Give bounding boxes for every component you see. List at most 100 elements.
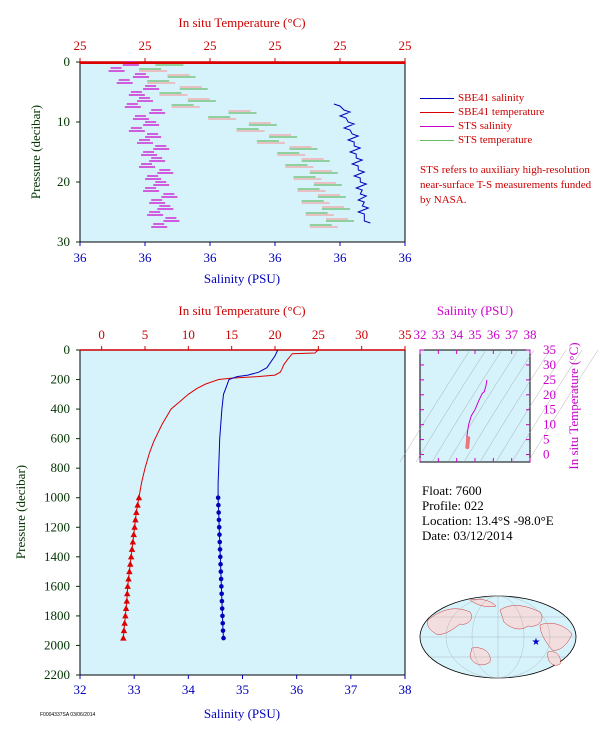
main-bottom-tick-label: 34 bbox=[182, 682, 196, 697]
legend-label: STS salinity bbox=[458, 120, 513, 132]
legend-item-sbe41-salinity: SBE41 salinity bbox=[420, 92, 524, 104]
top-panel-bottom-axis-label: Salinity (PSU) bbox=[204, 271, 280, 286]
ts-top-tick-label: 36 bbox=[487, 327, 501, 342]
top-panel-left-tick-label: 10 bbox=[57, 114, 70, 129]
temperature-marker bbox=[130, 531, 137, 538]
main-bottom-tick-label: 36 bbox=[290, 682, 304, 697]
ts-right-tick-label: 35 bbox=[543, 342, 556, 357]
main-bottom-tick-label: 35 bbox=[236, 682, 249, 697]
density-contour bbox=[511, 349, 583, 463]
temperature-marker bbox=[124, 582, 131, 589]
top-panel-left-tick-label: 20 bbox=[57, 174, 70, 189]
main-top-tick-label: 35 bbox=[399, 327, 412, 342]
temperature-marker bbox=[120, 627, 128, 634]
salinity-marker bbox=[220, 613, 225, 619]
map-land bbox=[427, 599, 573, 666]
main-left-axis-label: Pressure (decibar) bbox=[13, 465, 28, 559]
salinity-marker bbox=[218, 576, 224, 582]
legend-swatch bbox=[420, 125, 454, 127]
salinity-marker bbox=[215, 495, 221, 501]
info-date: Date: 03/12/2014 bbox=[422, 528, 513, 543]
main-left-tick-label: 2200 bbox=[44, 667, 70, 682]
top-panel-bottom-tick-label: 36 bbox=[399, 250, 413, 265]
main-plot-area bbox=[79, 349, 406, 676]
ts-top-tick-label: 38 bbox=[524, 327, 537, 342]
ts-top-tick-label: 37 bbox=[505, 327, 519, 342]
ts-top-axis-label: Salinity (PSU) bbox=[437, 303, 513, 318]
main-axes-group: 0 5 10 15 20 25 30 35 32 33 34 35 36 37 38 0 200 400 600 80… bbox=[44, 327, 412, 697]
ts-top-tick-label: 35 bbox=[469, 327, 482, 342]
salinity-marker bbox=[217, 547, 223, 552]
temperature-marker bbox=[129, 538, 137, 545]
ts-density-contours bbox=[399, 349, 599, 463]
top-plot-area bbox=[79, 61, 406, 243]
ts-right-tick-label: 15 bbox=[543, 402, 556, 417]
top-panel-top-tick-label: 25 bbox=[334, 38, 347, 53]
ts-right-tick-label: 10 bbox=[543, 417, 556, 432]
temperature-marker bbox=[135, 494, 143, 501]
temperature-marker bbox=[127, 560, 134, 567]
temperature-marker bbox=[122, 612, 129, 619]
main-left-tick-label: 800 bbox=[51, 460, 71, 475]
temperature-marker bbox=[126, 568, 133, 575]
main-bottom-tick-label: 33 bbox=[128, 682, 141, 697]
salinity-marker bbox=[219, 606, 225, 611]
top-panel-top-tick-label: 25 bbox=[74, 38, 87, 53]
main-left-tick-label: 1000 bbox=[44, 490, 70, 505]
main-left-tick-label: 1400 bbox=[44, 549, 70, 564]
temperature-marker bbox=[128, 545, 136, 552]
ts-top-tick-label: 33 bbox=[432, 327, 445, 342]
main-left-tick-label: 1800 bbox=[44, 608, 70, 623]
top-panel-top-tick-label: 25 bbox=[269, 38, 282, 53]
temperature-marker bbox=[124, 590, 131, 597]
ts-right-axis-label: In situ Temperature (°C) bbox=[566, 342, 581, 469]
main-top-tick-label: 30 bbox=[355, 327, 368, 342]
top-panel-bottom-tick-label: 36 bbox=[334, 250, 348, 265]
footer-id: F0004337SA 03/06/2014 bbox=[40, 712, 96, 718]
main-top-tick-label: 5 bbox=[142, 327, 149, 342]
main-left-tick-label: 2000 bbox=[44, 637, 70, 652]
main-left-tick-label: 600 bbox=[51, 431, 71, 446]
temperature-marker bbox=[123, 597, 130, 604]
ts-right-tick-label: 5 bbox=[543, 432, 550, 447]
temperature-marker bbox=[125, 575, 132, 582]
ts-right-tick-label: 0 bbox=[543, 447, 550, 462]
sbe41-salinity-line bbox=[217, 349, 279, 639]
top-panel-left-axis-label: Pressure (decibar) bbox=[28, 105, 43, 199]
main-left-tick-label: 1200 bbox=[44, 519, 70, 534]
salinity-marker bbox=[218, 561, 223, 567]
top-series-group bbox=[80, 61, 405, 228]
salinity-marker bbox=[218, 569, 224, 574]
temperature-marker bbox=[133, 509, 140, 515]
density-contour bbox=[495, 349, 567, 463]
main-top-axis-label: In situ Temperature (°C) bbox=[178, 303, 305, 318]
top-panel-top-tick-label: 25 bbox=[399, 38, 412, 53]
ts-right-tick-label: 30 bbox=[543, 357, 556, 372]
temperature-marker bbox=[121, 619, 128, 626]
salinity-marker bbox=[221, 635, 226, 641]
legend-label: SBE41 salinity bbox=[458, 92, 525, 104]
ts-right-tick-label: 25 bbox=[543, 372, 556, 387]
top-panel-left-tick-label: 0 bbox=[64, 54, 71, 69]
main-top-tick-label: 25 bbox=[312, 327, 325, 342]
density-contour bbox=[527, 349, 599, 463]
salinity-marker bbox=[220, 620, 226, 626]
density-contour bbox=[431, 349, 503, 463]
density-contour bbox=[415, 349, 487, 463]
salinity-marker bbox=[219, 591, 224, 597]
info-float: Float: 7600 bbox=[422, 483, 482, 498]
top-panel-top-axis-label: In situ Temperature (°C) bbox=[178, 15, 305, 30]
salinity-marker bbox=[217, 554, 223, 560]
ts-plot-area bbox=[419, 349, 531, 463]
temperature-marker bbox=[132, 516, 139, 523]
top-panel-bottom-tick-label: 36 bbox=[204, 250, 218, 265]
salinity-marker bbox=[216, 510, 221, 515]
ts-top-tick-label: 32 bbox=[414, 327, 427, 342]
float-location-marker-icon: ★ bbox=[532, 637, 541, 648]
salinity-marker bbox=[219, 584, 224, 589]
temperature-marker bbox=[131, 523, 138, 530]
main-left-tick-label: 1600 bbox=[44, 578, 70, 593]
main-series-group bbox=[120, 349, 319, 641]
